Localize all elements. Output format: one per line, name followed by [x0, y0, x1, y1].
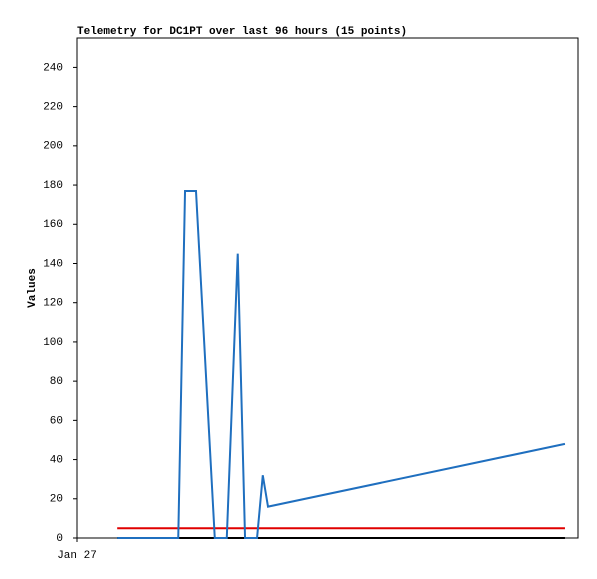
y-tick-label: 20 [50, 494, 63, 506]
y-tick-label: 180 [43, 180, 63, 192]
y-tick-label: 220 [43, 102, 63, 114]
y-tick-label: 240 [43, 62, 63, 74]
y-tick-label: 0 [56, 533, 63, 545]
chart-title: Telemetry for DC1PT over last 96 hours (… [77, 26, 407, 38]
y-tick-label: 200 [43, 141, 63, 153]
y-tick-label: 40 [50, 454, 63, 466]
y-axis-label: Values [27, 268, 39, 308]
y-tick-label: 60 [50, 415, 63, 427]
y-tick-label: 80 [50, 376, 63, 388]
y-tick-label: 100 [43, 337, 63, 349]
y-tick-label: 120 [43, 298, 63, 310]
y-tick-label: 160 [43, 219, 63, 231]
series-line [117, 189, 566, 539]
x-tick-label: Jan 27 [57, 550, 97, 562]
y-tick-label: 140 [43, 258, 63, 270]
